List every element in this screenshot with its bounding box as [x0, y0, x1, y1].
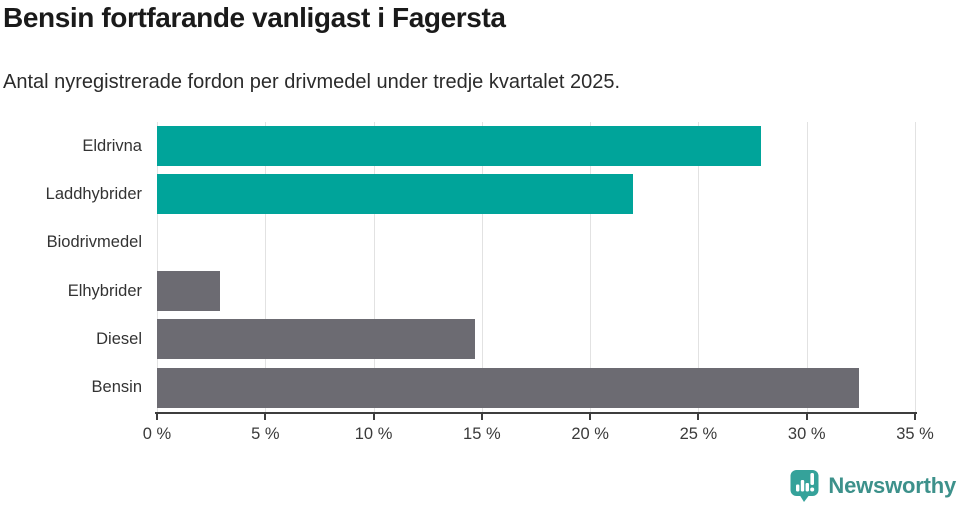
x-axis: 0 % 5 % 10 % 15 % 20 % 25 % 30 % 35 % [143, 412, 934, 457]
bar-row-bensin [157, 364, 915, 412]
gridline-25 [698, 122, 700, 412]
x-axis-tick-label-10: 10 % [354, 425, 393, 443]
gridline-10 [373, 122, 375, 412]
bar-bensin [157, 367, 859, 408]
bar-row-elhybrider [157, 267, 915, 315]
category-label-bensin: Bensin [91, 378, 142, 397]
x-axis-line [155, 412, 917, 414]
gridline-0 [157, 122, 158, 412]
category-label-diesel: Diesel [96, 329, 142, 348]
x-axis-tick-label-20: 20 % [571, 425, 609, 443]
x-axis-tick-label-25: 25 % [679, 425, 718, 443]
category-labels: Eldrivna Laddhybrider Biodrivmedel Elhybrid… [0, 122, 142, 412]
bar-row-eldrivna [157, 122, 915, 170]
category-label-elhybrider: Elhybrider [67, 281, 142, 300]
category-label-biodrivmedel: Biodrivmedel [46, 233, 142, 252]
bar-eldrivna [157, 126, 762, 166]
newsworthy-icon [790, 470, 819, 502]
bar-diesel [157, 319, 476, 360]
x-axis-tick-label-35: 35 % [896, 425, 934, 443]
x-axis-tick-15 [480, 414, 483, 420]
bar-row-diesel [157, 315, 915, 363]
bar-row-laddhybrider [157, 170, 915, 218]
chart-title: Bensin fortfarande vanligast i Fagersta [3, 2, 506, 33]
x-axis-tick-label-0: 0 % [142, 425, 172, 443]
newsworthy-logo[interactable]: Newsworthy [788, 468, 956, 503]
bar-laddhybrider [157, 174, 634, 215]
x-axis-tick-10 [372, 414, 375, 420]
x-axis-tick-5 [264, 414, 267, 420]
gridline-30 [806, 122, 808, 412]
bar-elhybrider [157, 270, 220, 311]
category-label-laddhybrider: Laddhybrider [45, 184, 142, 203]
x-axis-tick-label-30: 30 % [787, 425, 826, 443]
x-axis-tick-35 [914, 414, 916, 420]
gridline-5 [265, 122, 267, 412]
bars-container [157, 122, 915, 412]
x-axis-tick-20 [589, 414, 592, 420]
x-axis-tick-label-5: 5 % [251, 425, 280, 443]
x-axis-tick-label-15: 15 % [463, 425, 501, 443]
newsworthy-wordmark: Newsworthy [828, 472, 956, 498]
category-label-eldrivna: Eldrivna [82, 136, 142, 155]
x-axis-tick-0 [156, 414, 158, 420]
x-axis-tick-25 [697, 414, 700, 420]
x-axis-tick-30 [805, 414, 808, 420]
chart-subtitle: Antal nyregistrerade fordon per drivmede… [3, 71, 621, 93]
gridline-20 [590, 122, 592, 412]
gridline-35 [915, 122, 916, 412]
bar-row-biodrivmedel [157, 219, 915, 267]
gridline-15 [481, 122, 483, 412]
plot-area [157, 122, 916, 412]
